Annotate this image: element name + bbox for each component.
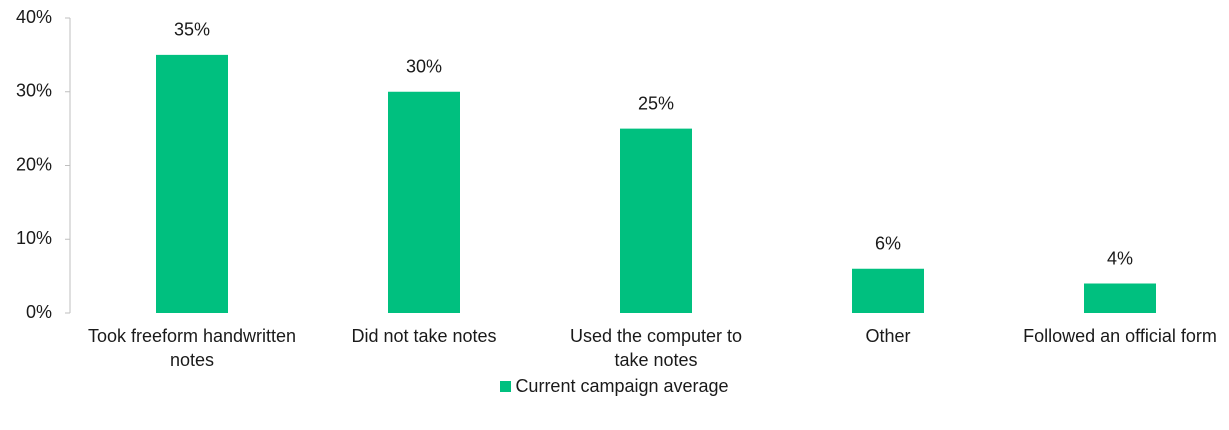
y-tick-label: 30% — [16, 81, 52, 101]
bar — [620, 128, 692, 313]
legend: Current campaign average — [0, 376, 1229, 397]
data-label: 25% — [638, 93, 674, 113]
legend-label: Current campaign average — [515, 376, 729, 396]
bar — [156, 54, 228, 313]
bar — [388, 91, 460, 313]
data-label: 6% — [875, 234, 901, 254]
y-tick-label: 40% — [16, 7, 52, 27]
x-tick-label: Took freeform handwritten notes — [87, 326, 297, 370]
x-tick-label: Followed an official form — [1023, 326, 1217, 346]
x-tick-label: Did not take notes — [351, 326, 497, 346]
data-label: 4% — [1107, 248, 1133, 268]
y-tick-label: 20% — [16, 154, 52, 174]
bar — [852, 268, 924, 313]
bar — [1084, 283, 1156, 313]
data-label: 30% — [406, 57, 442, 77]
y-tick-label: 0% — [26, 302, 52, 322]
legend-swatch — [500, 381, 512, 392]
x-tick-label: Used the computer to take notes — [569, 326, 743, 370]
y-tick-label: 10% — [16, 228, 52, 248]
x-tick-label: Other — [865, 326, 911, 346]
data-label: 35% — [174, 20, 210, 40]
